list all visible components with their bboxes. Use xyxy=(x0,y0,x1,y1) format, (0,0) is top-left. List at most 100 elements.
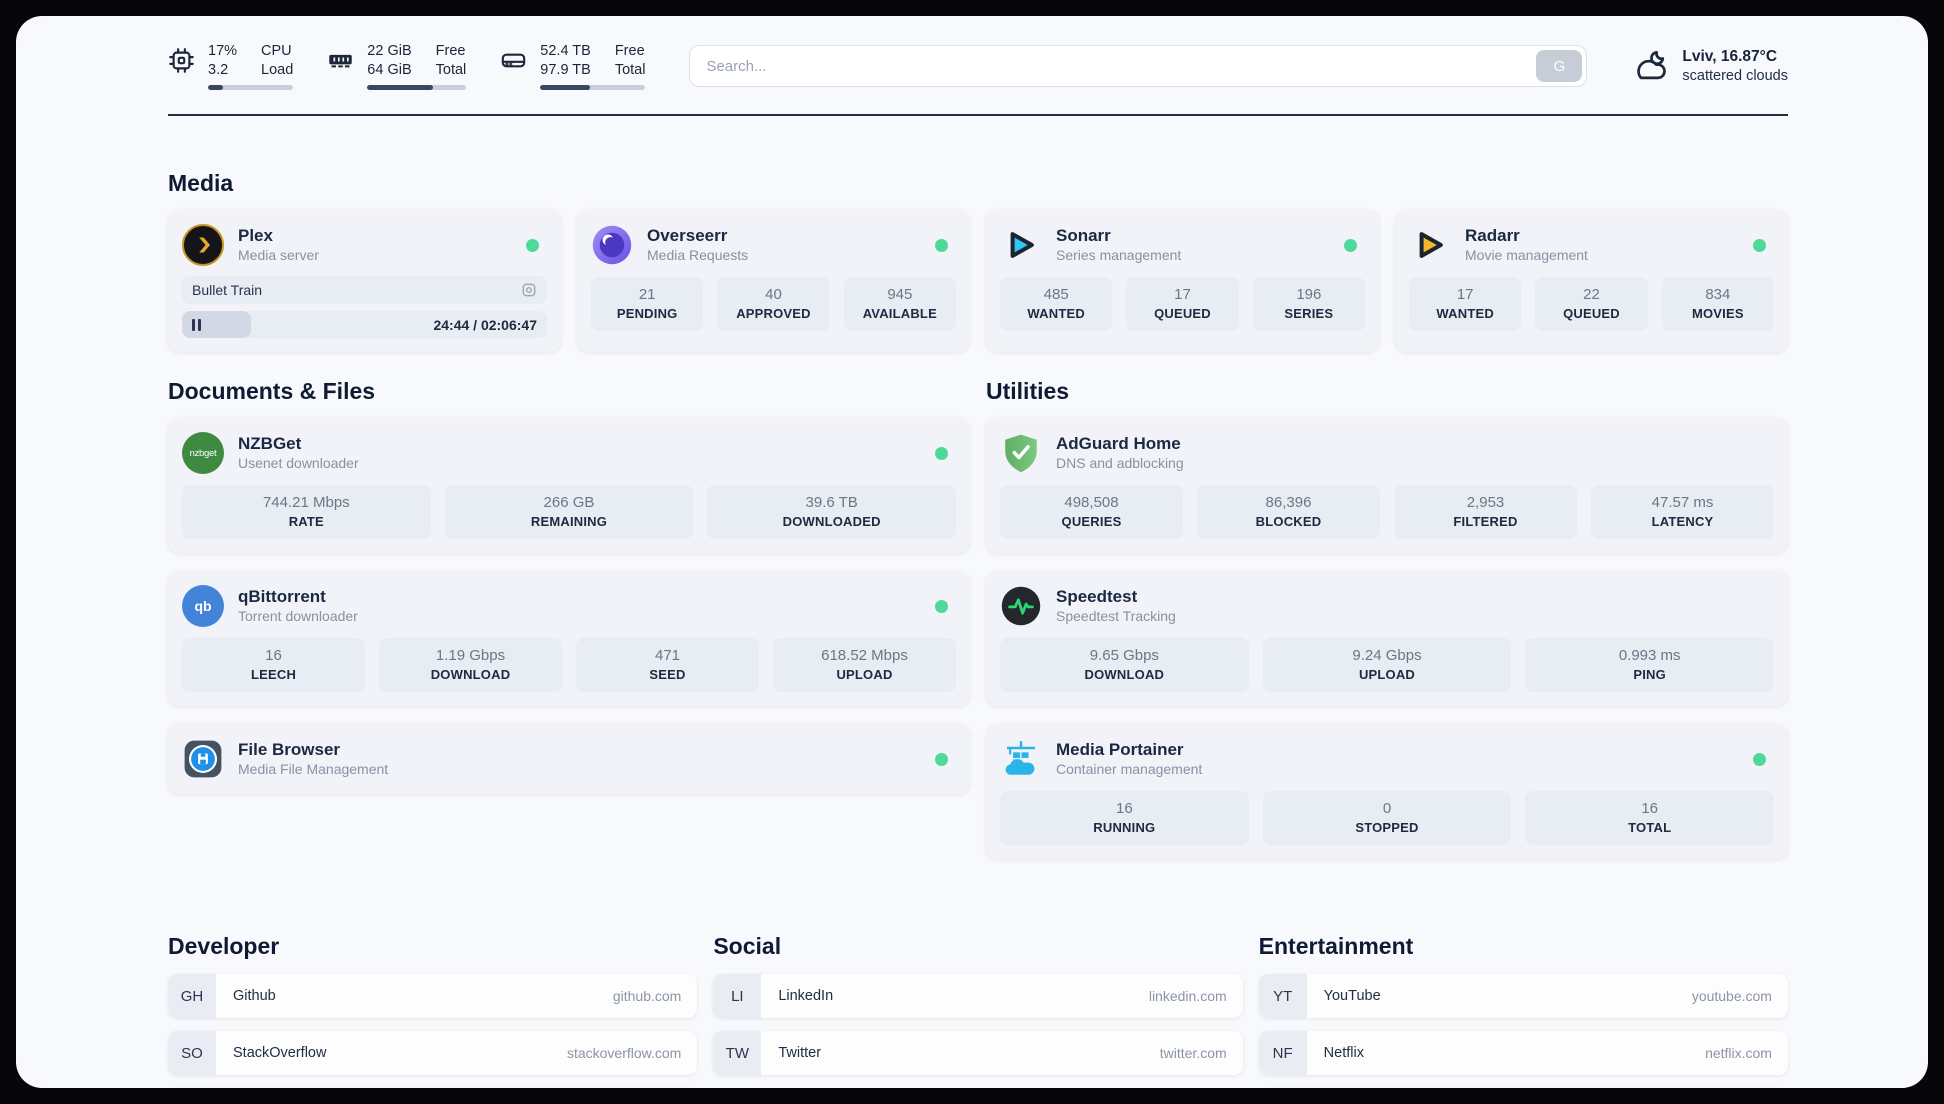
search-input[interactable] xyxy=(689,45,1588,87)
nzbget-icon: nzbget xyxy=(182,432,224,474)
search-bar: G xyxy=(689,45,1588,87)
app-subtitle: Container management xyxy=(1056,761,1203,777)
app-subtitle: Media File Management xyxy=(238,761,389,777)
stat-approved: 40 APPROVED xyxy=(717,277,830,331)
stat-filtered: 2,953 FILTERED xyxy=(1394,485,1577,539)
bookmarks-developer: Developer GH Github github.com SO StackO… xyxy=(168,933,698,1088)
bookmark-abbr: LI xyxy=(713,974,762,1018)
stat-pending: 21 PENDING xyxy=(591,277,704,331)
card-speedtest[interactable]: Speedtest Speedtest Tracking 9.65 Gbps D… xyxy=(986,571,1788,706)
app-name: Media Portainer xyxy=(1056,740,1184,759)
header-divider xyxy=(168,114,1788,116)
hard-drive-icon xyxy=(500,47,527,74)
bookmark-netflix[interactable]: NF Netflix netflix.com xyxy=(1258,1031,1788,1075)
bookmark-abbr: NF xyxy=(1258,1031,1307,1075)
status-dot xyxy=(1344,238,1357,252)
app-subtitle: Movie management xyxy=(1465,247,1588,263)
media-grid: Plex Media server Bullet Train 24:44 / 0… xyxy=(168,210,1788,352)
bookmark-name: LinkedIn xyxy=(778,988,834,1004)
stat-downloaded: 39.6 TB DOWNLOADED xyxy=(707,485,956,539)
app-subtitle: Speedtest Tracking xyxy=(1056,608,1176,624)
stat-download: 9.65 Gbps DOWNLOAD xyxy=(1000,638,1249,692)
stat-total: 16 TOTAL xyxy=(1525,791,1774,845)
bookmark-url: youtube.com xyxy=(1691,988,1772,1004)
filebrowser-icon xyxy=(182,738,224,780)
app-name: Overseerr xyxy=(647,226,728,245)
card-filebrowser[interactable]: File Browser Media File Management xyxy=(168,724,970,794)
app-name: AdGuard Home xyxy=(1056,434,1181,453)
bookmark-abbr: YT xyxy=(1258,974,1307,1018)
app-subtitle: Series management xyxy=(1056,247,1182,263)
stat-wanted: 485 WANTED xyxy=(1000,277,1113,331)
card-overseerr[interactable]: Overseerr Media Requests 21 PENDING 40 A… xyxy=(577,210,970,352)
section-title-social: Social xyxy=(713,933,782,959)
radarr-icon xyxy=(1409,224,1451,266)
memory-total-value: 64 GiB xyxy=(367,62,412,78)
section-title-utilities: Utilities xyxy=(986,378,1070,404)
stat-leech: 16 LEECH xyxy=(182,638,365,692)
cpu-load-label: Load xyxy=(261,62,294,78)
status-dot xyxy=(935,599,948,613)
card-portainer[interactable]: Media Portainer Container management 16 … xyxy=(986,724,1788,859)
disk-total-label: Total xyxy=(614,62,646,78)
stat-remaining: 266 GB REMAINING xyxy=(444,485,694,539)
app-name: NZBGet xyxy=(238,434,302,453)
app-name: Sonarr xyxy=(1056,226,1111,245)
stat-upload: 618.52 Mbps UPLOAD xyxy=(773,638,956,692)
bookmark-github[interactable]: GH Github github.com xyxy=(168,974,698,1018)
app-subtitle: Media Requests xyxy=(647,247,749,263)
bookmark-name: Twitter xyxy=(778,1045,822,1061)
resource-widgets: 17% CPU 3.2 Load xyxy=(168,42,646,90)
section-title-documents: Documents & Files xyxy=(168,378,376,404)
memory-free-label: Free xyxy=(435,43,466,59)
stat-upload: 9.24 Gbps UPLOAD xyxy=(1262,638,1512,692)
card-nzbget[interactable]: nzbget NZBGet Usenet downloader 744.21 M… xyxy=(168,418,970,553)
now-playing-row: Bullet Train xyxy=(182,276,547,304)
stat-stopped: 0 STOPPED xyxy=(1262,791,1512,845)
memory-free-value: 22 GiB xyxy=(367,43,412,59)
pause-button[interactable] xyxy=(192,318,201,331)
disk-progress-bar xyxy=(540,85,646,90)
bookmark-url: github.com xyxy=(612,988,682,1004)
stat-blocked: 86,396 BLOCKED xyxy=(1197,485,1380,539)
card-qbittorrent[interactable]: qb qBittorrent Torrent downloader 16 LEE… xyxy=(168,571,970,706)
bookmark-twitter[interactable]: TW Twitter twitter.com xyxy=(713,1031,1243,1075)
weather-location: Lviv, 16.87°C xyxy=(1682,47,1778,65)
bookmark-stackoverflow[interactable]: SO StackOverflow stackoverflow.com xyxy=(168,1031,698,1075)
bookmark-youtube[interactable]: YT YouTube youtube.com xyxy=(1258,974,1788,1018)
stat-latency: 47.57 ms LATENCY xyxy=(1591,485,1774,539)
stat-series: 196 SERIES xyxy=(1252,277,1365,331)
dashboard-page: 17% CPU 3.2 Load xyxy=(16,16,1928,1088)
playback-progress: 24:44 / 02:06:47 xyxy=(182,311,547,338)
cpu-icon xyxy=(168,47,195,74)
sonarr-icon xyxy=(1000,224,1042,266)
card-adguard[interactable]: AdGuard Home DNS and adblocking 498,508 … xyxy=(986,418,1788,553)
card-sonarr[interactable]: Sonarr Series management 485 WANTED 17 Q… xyxy=(986,210,1379,352)
stat-rate: 744.21 Mbps RATE xyxy=(182,485,431,539)
plex-icon xyxy=(182,224,224,266)
bookmark-name: Github xyxy=(233,988,276,1004)
status-dot xyxy=(1753,238,1766,252)
card-radarr[interactable]: Radarr Movie management 17 WANTED 22 QUE… xyxy=(1395,210,1788,352)
cpu-value: 17% xyxy=(208,43,238,59)
section-documents: Documents & Files nzbget NZBGet Usenet d… xyxy=(168,378,970,877)
bookmarks-social: Social LI LinkedIn linkedin.com TW Twitt… xyxy=(713,933,1243,1088)
card-plex[interactable]: Plex Media server Bullet Train 24:44 / 0… xyxy=(168,210,561,352)
top-bar: 17% CPU 3.2 Load xyxy=(168,42,1788,90)
app-name: Radarr xyxy=(1465,226,1520,245)
adguard-icon xyxy=(1000,432,1042,474)
app-subtitle: Media server xyxy=(238,247,319,263)
memory-progress-bar xyxy=(367,85,467,90)
status-dot xyxy=(526,238,539,252)
app-name: qBittorrent xyxy=(238,587,326,606)
playback-time: 24:44 / 02:06:47 xyxy=(433,316,537,333)
app-name: Plex xyxy=(238,226,273,245)
disk-free-value: 52.4 TB xyxy=(540,43,591,59)
bookmark-abbr: SO xyxy=(168,1031,216,1075)
stat-queries: 498,508 QUERIES xyxy=(1000,485,1183,539)
section-title-media: Media xyxy=(168,170,234,196)
search-provider-button[interactable]: G xyxy=(1536,50,1583,82)
bookmark-linkedin[interactable]: LI LinkedIn linkedin.com xyxy=(713,974,1243,1018)
now-playing-title: Bullet Train xyxy=(192,282,263,298)
speedtest-icon xyxy=(1000,585,1042,627)
